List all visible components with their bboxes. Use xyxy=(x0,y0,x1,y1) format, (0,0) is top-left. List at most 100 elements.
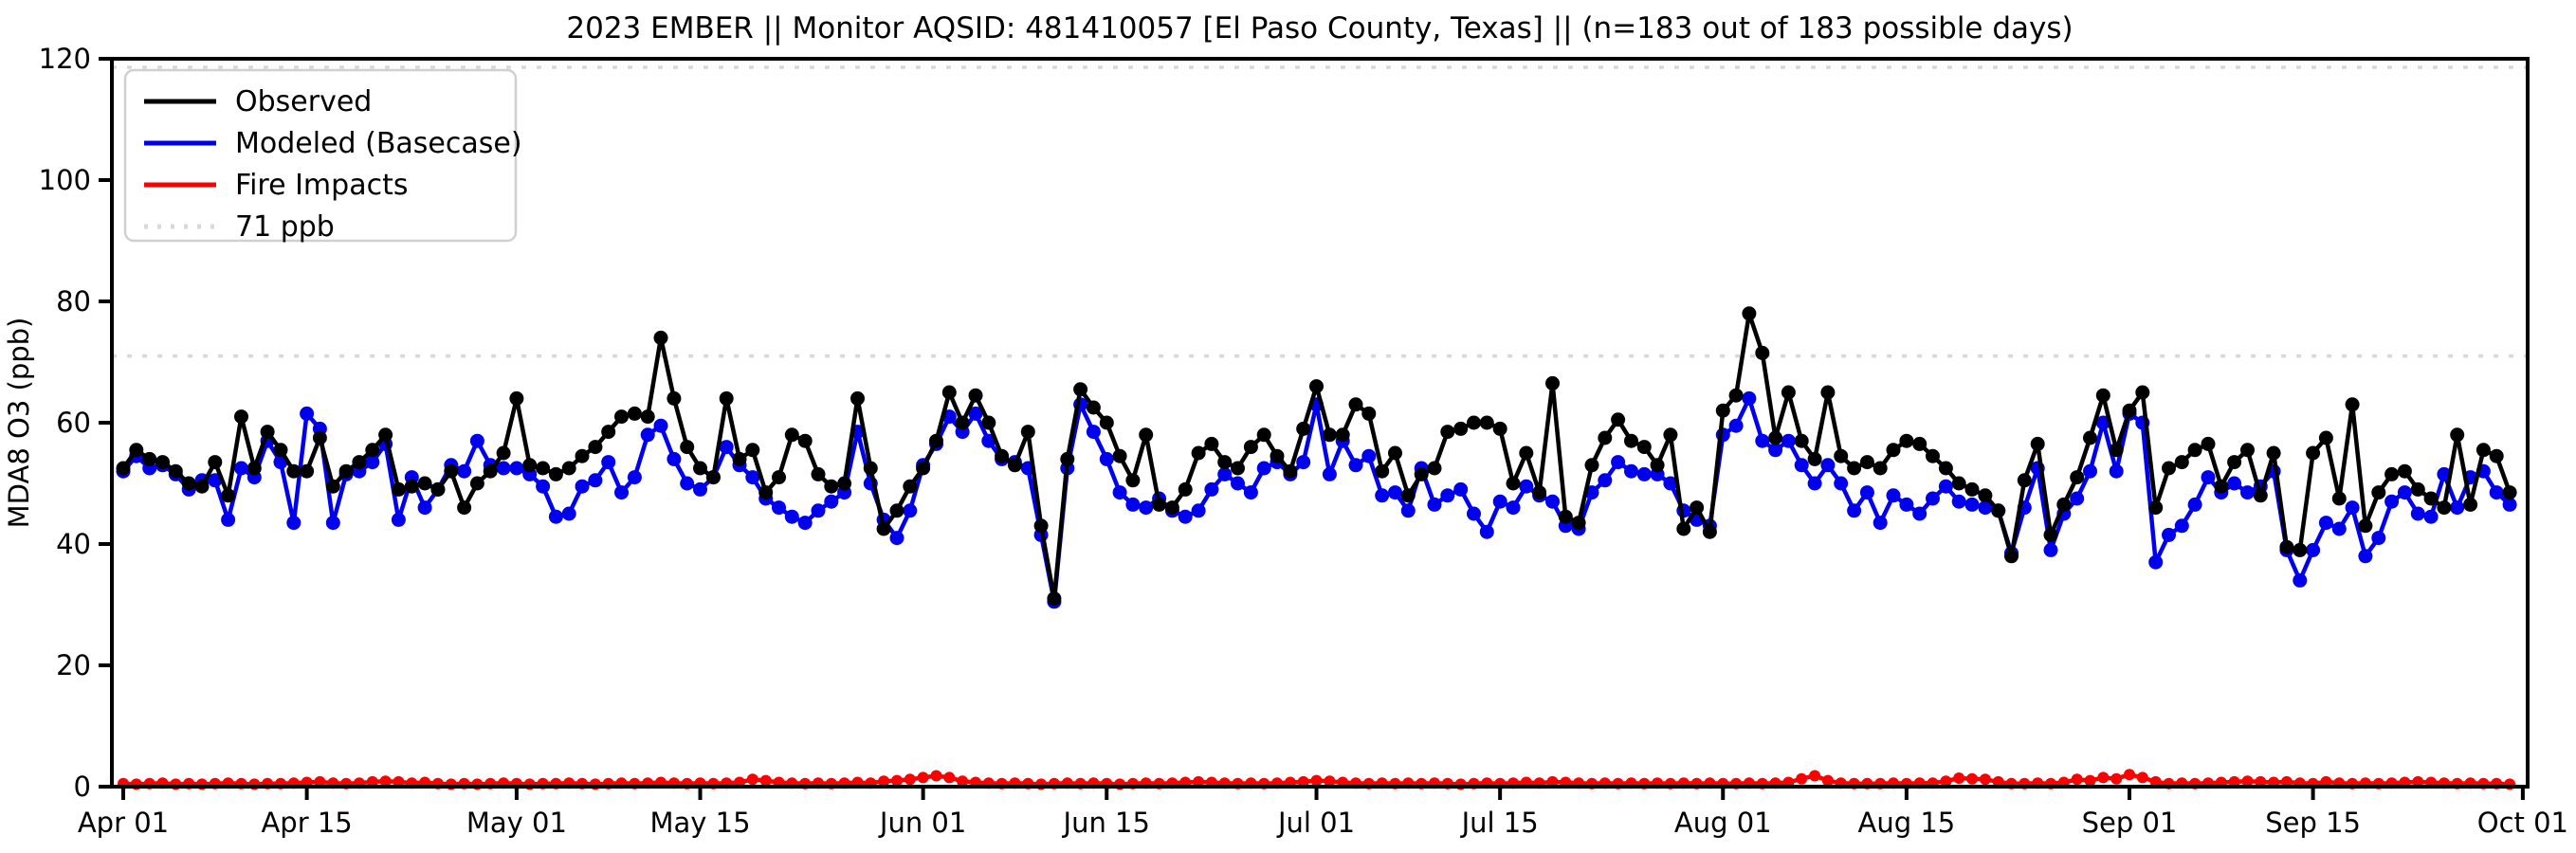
modeled-series-point xyxy=(2410,506,2425,521)
observed-series-point xyxy=(2502,485,2517,500)
observed-series-point xyxy=(2187,443,2202,458)
modeled-series-point xyxy=(1807,476,1822,491)
observed-series-point xyxy=(614,409,629,425)
observed-series-point xyxy=(2004,549,2019,564)
fire-series-point xyxy=(917,771,929,784)
observed-series-point xyxy=(2266,445,2281,461)
modeled-series-point xyxy=(2043,542,2058,557)
observed-series-point xyxy=(168,463,183,479)
observed-series-line xyxy=(121,311,2512,601)
observed-series-point xyxy=(2070,470,2085,485)
fire-series-point xyxy=(379,775,392,788)
modeled-series-point xyxy=(1453,481,1469,497)
observed-series-point xyxy=(772,470,786,485)
modeled-series-point xyxy=(797,516,813,531)
modeled-series-point xyxy=(1545,494,1560,509)
fire-series-point xyxy=(891,774,903,787)
fire-series-point xyxy=(943,771,956,784)
fire-series-point xyxy=(957,775,969,788)
modeled-series-point xyxy=(1964,497,1980,512)
modeled-series-point xyxy=(2109,463,2124,479)
observed-series-point xyxy=(981,415,996,430)
modeled-series-point xyxy=(1873,516,1888,531)
legend-item-label: 71 ppb xyxy=(235,210,335,244)
modeled-series-point xyxy=(680,476,695,491)
modeled-series-point xyxy=(2187,497,2202,512)
modeled-series-point xyxy=(1742,390,1757,406)
modeled-series-point xyxy=(1768,443,1783,458)
observed-series-point xyxy=(1047,591,1062,607)
observed-series-point xyxy=(1663,427,1678,443)
modeled-series-point xyxy=(2397,485,2412,500)
observed-series-point xyxy=(2174,455,2189,470)
observed-series-point xyxy=(536,461,551,476)
fire-series-point xyxy=(1992,775,2004,788)
observed-series-point xyxy=(2463,497,2478,512)
modeled-series-point xyxy=(417,500,432,516)
observed-series-point xyxy=(850,390,865,406)
observed-series-point xyxy=(1348,397,1363,412)
modeled-series-point xyxy=(2227,476,2242,491)
observed-series-point xyxy=(1781,385,1796,400)
observed-series-point xyxy=(325,479,340,494)
observed-series-point xyxy=(129,443,144,458)
observed-series-point xyxy=(1375,463,1390,479)
modeled-series-point xyxy=(1178,509,1193,524)
fire-series-point xyxy=(1546,775,1559,788)
modeled-series-point xyxy=(614,485,629,500)
observed-series-point xyxy=(116,461,131,476)
modeled-series-point xyxy=(1912,506,1927,521)
observed-series-point xyxy=(1755,345,1770,360)
modeled-series-point xyxy=(1388,485,1402,500)
modeled-series-point xyxy=(1427,497,1442,512)
modeled-series-point xyxy=(1794,458,1809,473)
modeled-series-point xyxy=(1834,476,1849,491)
chart-title: 2023 EMBER || Monitor AQSID: 481410057 [… xyxy=(566,11,2073,45)
fire-series-point xyxy=(2280,775,2293,788)
observed-series-point xyxy=(2056,497,2072,512)
observed-series-point xyxy=(1506,476,1521,491)
modeled-series-point xyxy=(667,451,682,466)
observed-series-point xyxy=(732,451,747,466)
observed-series-point xyxy=(155,455,170,470)
observed-series-point xyxy=(955,415,970,430)
fire-series-point xyxy=(1324,775,1336,788)
observed-series-point xyxy=(1571,516,1586,531)
modeled-series-point xyxy=(1296,455,1311,470)
observed-series-point xyxy=(2043,527,2058,542)
observed-series-point xyxy=(1558,509,1573,524)
observed-series-point xyxy=(1007,458,1022,473)
modeled-series-point xyxy=(627,470,642,485)
modeled-series-point xyxy=(1636,466,1652,481)
legend-item-label: Modeled (Basecase) xyxy=(235,127,522,160)
modeled-series-point xyxy=(693,481,707,497)
modeled-series-point xyxy=(2489,485,2504,500)
observed-series-point xyxy=(2331,491,2347,506)
y-axis-label: MDA8 O3 (ppb) xyxy=(3,318,35,529)
modeled-series-point xyxy=(1899,497,1914,512)
observed-series-point xyxy=(2489,448,2504,463)
modeled-series-point xyxy=(2345,500,2360,516)
modeled-series-point xyxy=(653,418,668,433)
observed-series-point xyxy=(142,451,157,466)
observed-series-point xyxy=(1702,524,1717,539)
observed-series-point xyxy=(444,463,459,479)
observed-series-point xyxy=(941,385,957,400)
observed-series-point xyxy=(260,425,275,440)
observed-series xyxy=(116,306,2517,607)
modeled-series-point xyxy=(509,461,524,476)
observed-series-point xyxy=(1296,421,1311,436)
observed-series-point xyxy=(824,479,839,494)
observed-series-point xyxy=(2437,500,2452,516)
observed-series-point xyxy=(1125,473,1141,488)
modeled-series-point xyxy=(1086,425,1101,440)
observed-series-point xyxy=(667,390,682,406)
modeled-series-point xyxy=(1099,451,1114,466)
modeled-series-point xyxy=(640,427,655,443)
observed-series-point xyxy=(417,476,432,491)
observed-series-point xyxy=(653,330,668,345)
observed-series-point xyxy=(2318,430,2333,445)
observed-series-point xyxy=(1873,461,1888,476)
modeled-series-point xyxy=(2162,527,2176,542)
